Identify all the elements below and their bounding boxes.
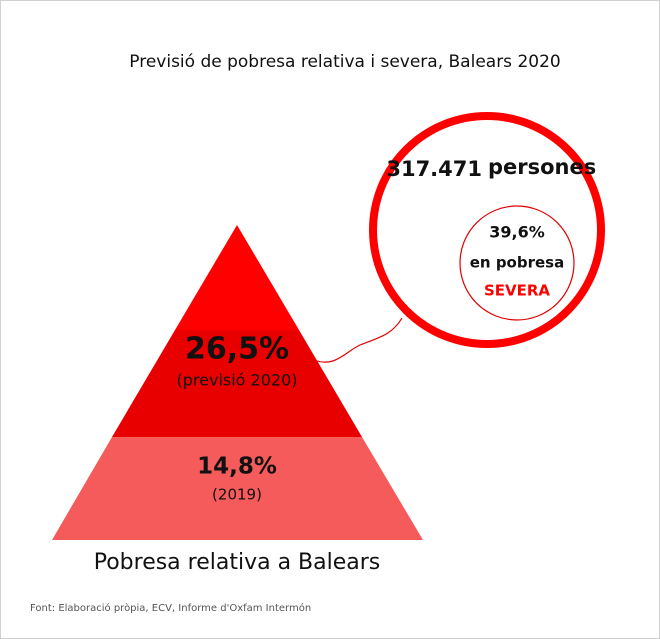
pyramid-tip — [175, 225, 299, 330]
top-value: 26,5% — [185, 332, 289, 367]
inner-circle — [459, 205, 575, 321]
share-line2: SEVERA — [484, 282, 550, 300]
share-line1: en pobresa — [470, 254, 564, 272]
bottom-value: 14,8% — [197, 454, 277, 480]
count: 317.471 — [386, 157, 482, 181]
unit: persones — [488, 155, 596, 179]
bottom-note: (2019) — [212, 486, 262, 504]
source: Font: Elaboració pròpia, ECV, Informe d'… — [30, 602, 311, 614]
pyramid-caption: Pobresa relativa a Balears — [94, 550, 381, 575]
pyramid-middle — [112, 330, 362, 437]
title: Previsió de pobresa relativa i severa, B… — [129, 52, 560, 72]
share: 39,6% — [489, 223, 545, 242]
pyramid-base — [52, 437, 423, 540]
connector — [313, 317, 403, 363]
top-note: (previsió 2020) — [177, 371, 298, 390]
